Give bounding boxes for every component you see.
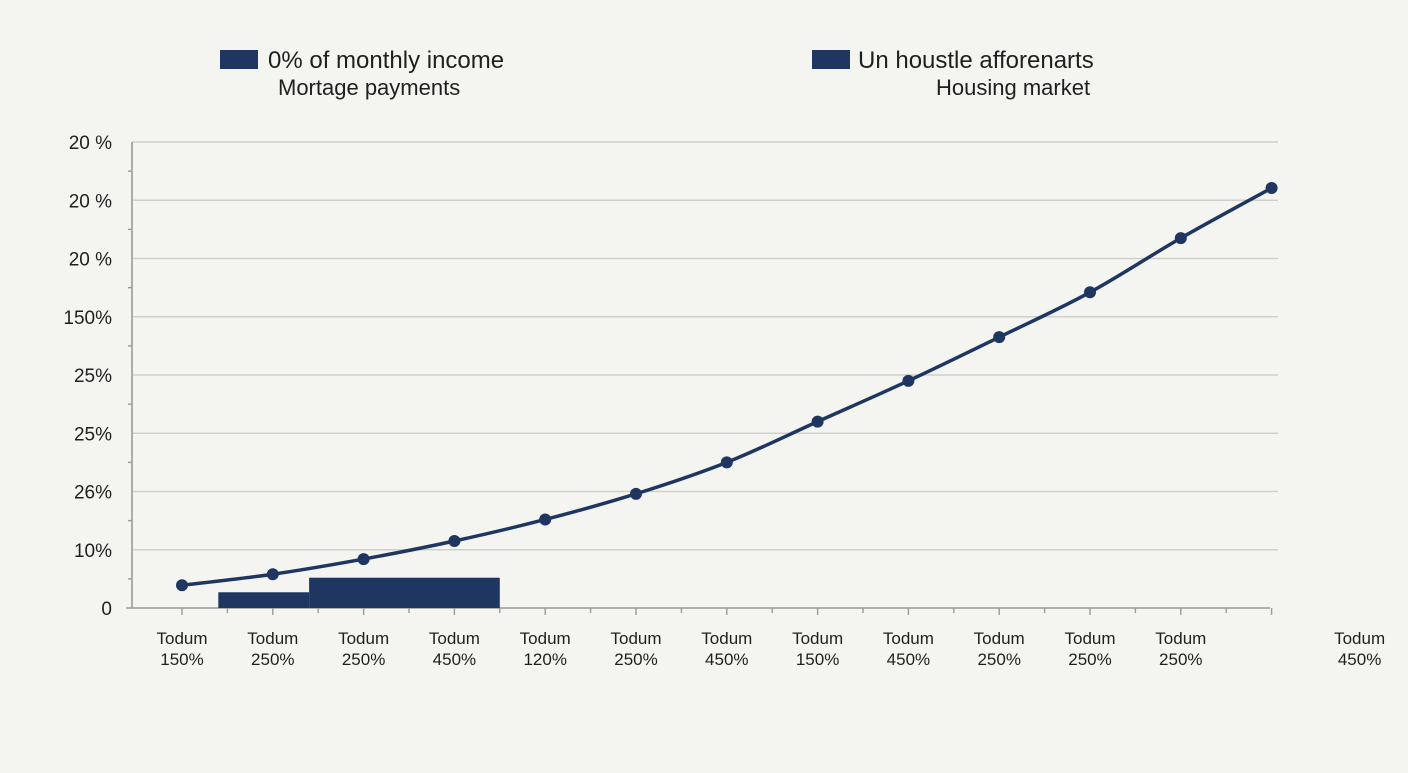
y-axis-ticks: 0 10% 26% 25% 25% 150% 20 % 20 % 20 %	[63, 133, 112, 620]
line-series	[176, 182, 1278, 592]
y-tick-label: 20 %	[69, 133, 112, 154]
legend-subtitle-mortgage: Mortage payments	[278, 75, 460, 100]
legend: 0% of monthly income Mortage payments Un…	[220, 47, 1094, 100]
x-tick-label-top: Todum	[610, 629, 661, 648]
bar	[309, 577, 500, 608]
legend-subtitle-housing: Housing market	[936, 75, 1090, 100]
x-tick-label-bottom: 450%	[1338, 650, 1381, 669]
x-tick-label-bottom: 250%	[1068, 650, 1111, 669]
x-tick-label-bottom: 450%	[433, 650, 476, 669]
legend-swatch-housing	[812, 50, 850, 69]
data-point	[720, 456, 733, 469]
y-tick-label: 20 %	[69, 250, 112, 271]
data-point	[1174, 232, 1187, 245]
x-tick-label-top: Todum	[338, 629, 389, 648]
bar	[218, 592, 310, 608]
x-tick-label-bottom: 120%	[523, 650, 566, 669]
data-point	[448, 535, 461, 548]
x-tick-label-top: Todum	[792, 629, 843, 648]
data-point	[176, 579, 188, 592]
x-tick-label-bottom: 150%	[160, 650, 203, 669]
data-point	[902, 374, 915, 387]
y-tick-label: 25%	[74, 366, 112, 387]
x-tick-label-top: Todum	[520, 629, 571, 648]
x-tick-label-top: Todum	[1155, 629, 1206, 648]
x-tick-label-bottom: 250%	[251, 650, 294, 669]
y-tick-label: 20 %	[69, 191, 112, 212]
x-tick-label-bottom: 150%	[796, 650, 839, 669]
x-tick-label-bottom: 250%	[342, 650, 385, 669]
y-tick-label: 150%	[63, 308, 112, 329]
y-tick-label: 26%	[74, 483, 112, 504]
legend-title-housing: Un houstle afforenarts	[858, 47, 1094, 74]
bar-series	[218, 577, 500, 608]
data-point	[630, 487, 642, 500]
x-tick-label-top: Todum	[883, 629, 934, 648]
x-tick-label-top: Todum	[429, 629, 480, 648]
y-tick-label: 0	[101, 599, 112, 620]
data-point	[1084, 286, 1096, 299]
y-tick-label: 25%	[74, 424, 112, 445]
x-tick-label-top: Todum	[156, 629, 207, 648]
x-tick-label-top: Todum	[1064, 629, 1115, 648]
data-point	[357, 553, 370, 566]
legend-swatch-mortgage	[220, 50, 258, 69]
legend-title-mortgage: 0% of monthly income	[268, 47, 504, 74]
series-line	[181, 186, 1273, 588]
x-tick-label-bottom: 450%	[887, 650, 930, 669]
x-tick-label-top: Todum	[701, 629, 752, 648]
x-tick-label-bottom: 250%	[1159, 650, 1202, 669]
data-point	[811, 415, 824, 428]
data-point	[266, 568, 279, 581]
x-tick-label-top: Todum	[247, 629, 298, 648]
x-tick-label-bottom: 450%	[705, 650, 748, 669]
gridlines	[132, 141, 1278, 551]
x-axis-ticks: Todum 150% Todum 250% Todum 250% Todum 450% Todu…	[156, 629, 1385, 669]
y-tick-label: 10%	[74, 541, 112, 562]
data-point	[1265, 182, 1278, 195]
data-point	[539, 513, 552, 526]
x-tick-label-top: Todum	[1334, 629, 1385, 648]
x-tick-label-top: Todum	[974, 629, 1025, 648]
x-tick-label-bottom: 250%	[614, 650, 657, 669]
x-tick-label-bottom: 250%	[977, 650, 1020, 669]
data-point	[993, 331, 1006, 344]
axes	[126, 142, 1273, 615]
